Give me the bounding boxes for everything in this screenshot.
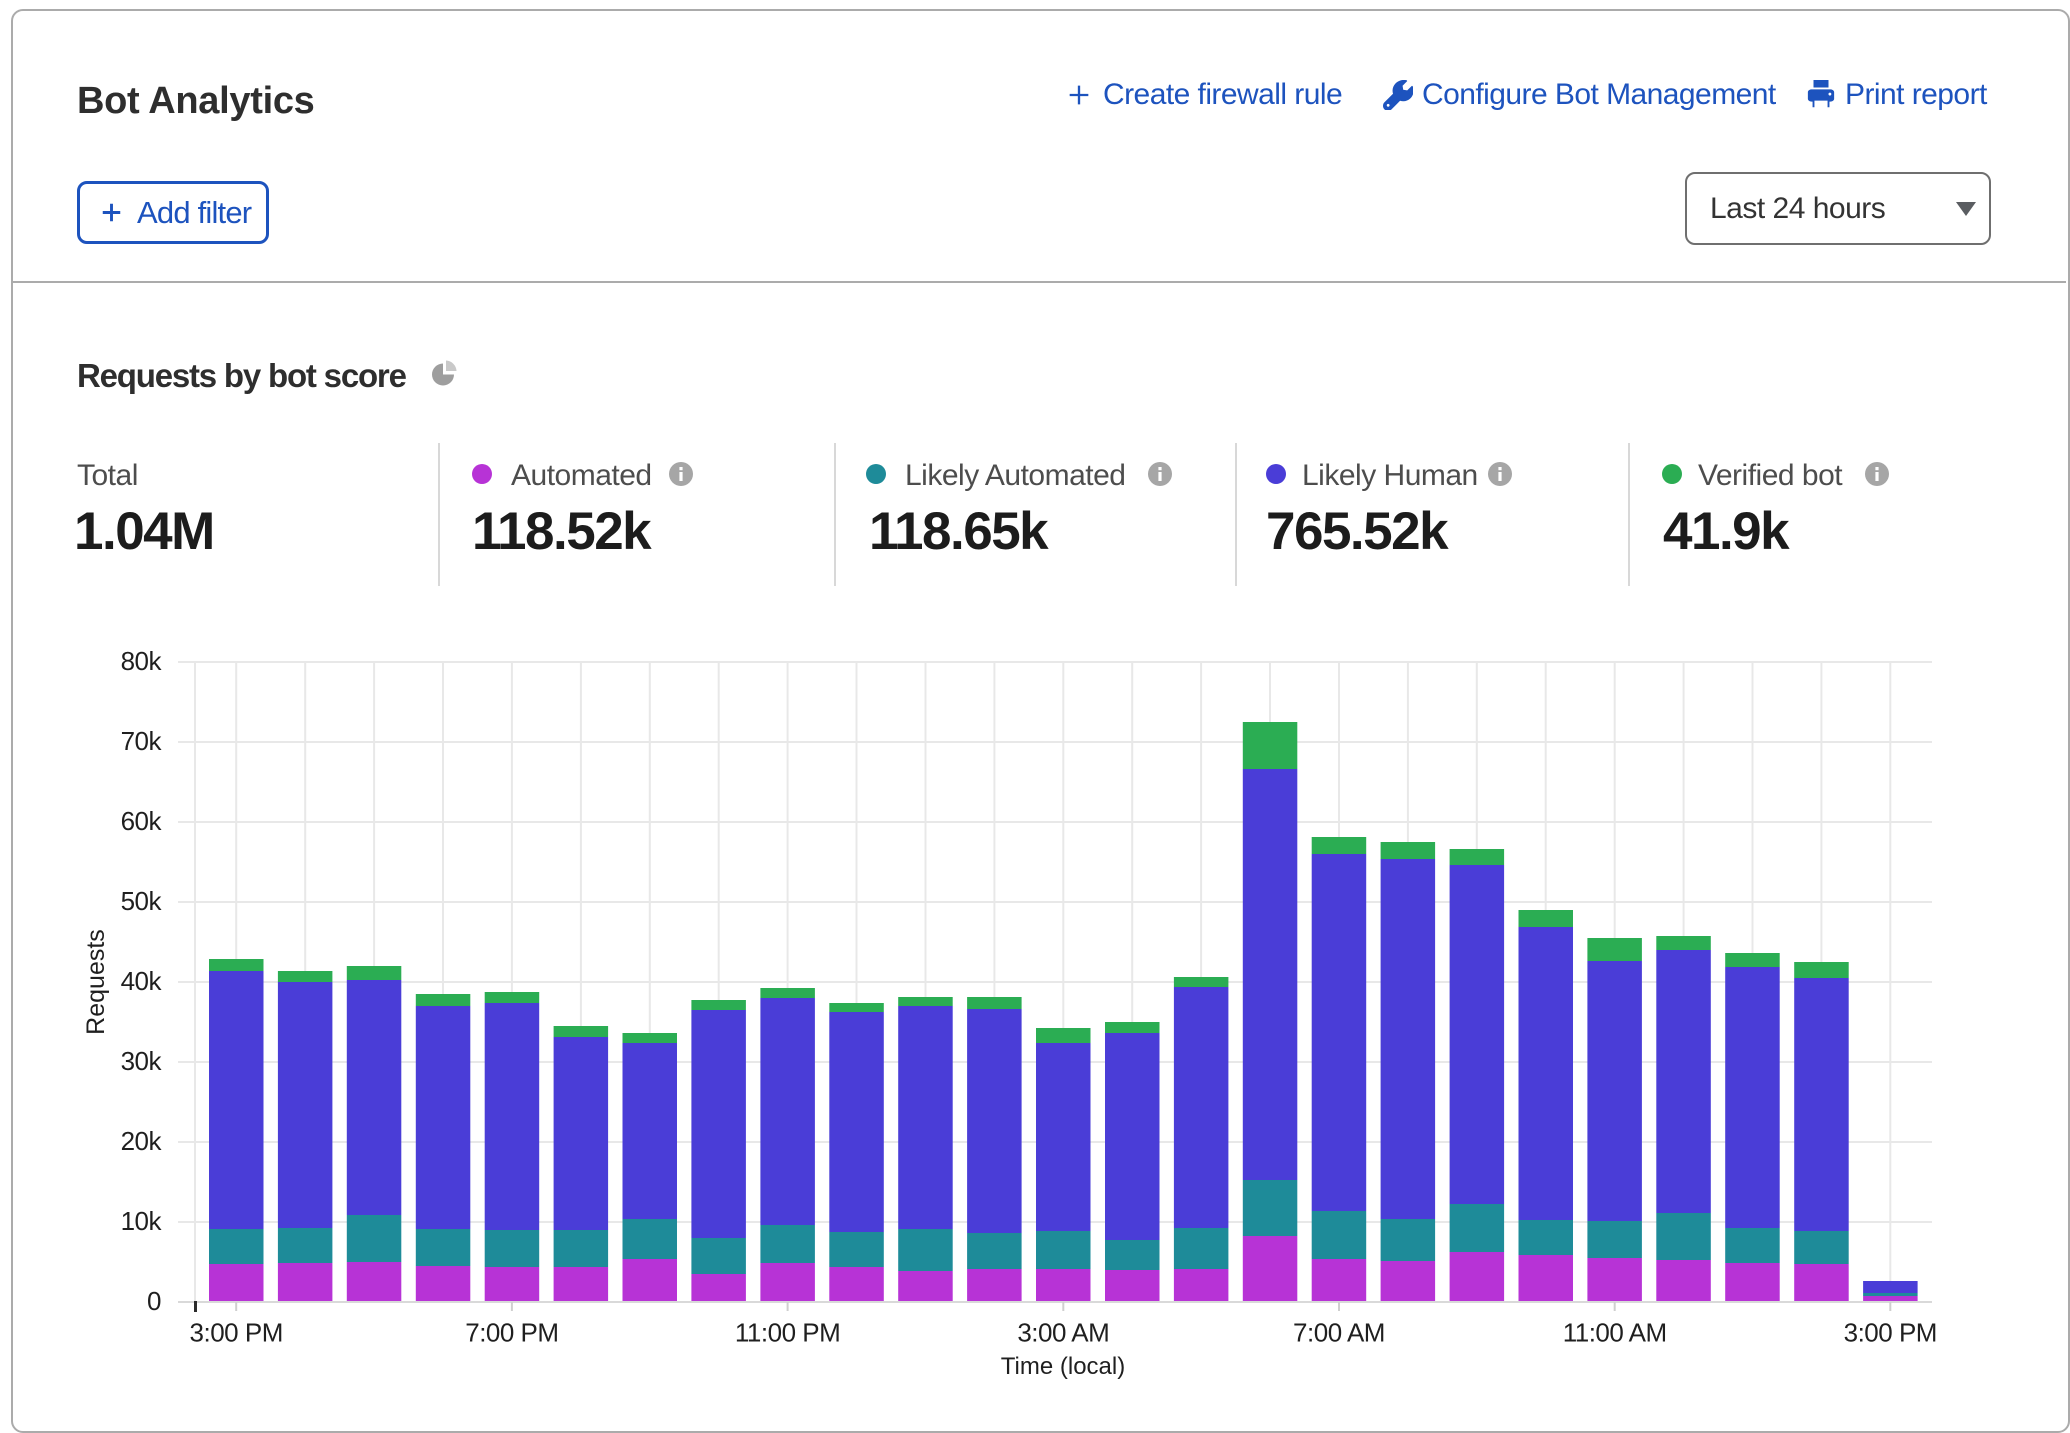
svg-text:7:00 PM: 7:00 PM [465, 1318, 558, 1348]
svg-text:11:00 PM: 11:00 PM [735, 1318, 840, 1348]
svg-text:30k: 30k [121, 1046, 163, 1076]
svg-text:7:00 AM: 7:00 AM [1293, 1318, 1385, 1348]
svg-text:70k: 70k [121, 726, 163, 756]
svg-text:10k: 10k [121, 1206, 163, 1236]
svg-text:80k: 80k [121, 646, 163, 676]
svg-text:40k: 40k [121, 966, 163, 996]
svg-text:0: 0 [147, 1286, 161, 1316]
svg-text:Time (local): Time (local) [1001, 1353, 1125, 1380]
svg-text:3:00 PM: 3:00 PM [190, 1318, 283, 1348]
svg-text:3:00 PM: 3:00 PM [1844, 1318, 1937, 1348]
svg-text:20k: 20k [121, 1126, 163, 1156]
svg-text:50k: 50k [121, 886, 163, 916]
svg-text:3:00 AM: 3:00 AM [1017, 1318, 1109, 1348]
svg-text:Requests: Requests [82, 929, 110, 1035]
svg-text:60k: 60k [121, 806, 163, 836]
svg-text:11:00 AM: 11:00 AM [1563, 1318, 1667, 1348]
